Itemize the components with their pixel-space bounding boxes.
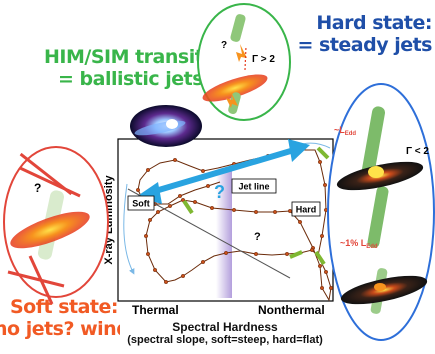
soft-guide-arrow <box>123 183 135 275</box>
track-point <box>285 251 290 256</box>
track-point <box>318 264 323 269</box>
track-point <box>329 286 334 291</box>
x-axis-label-line1: Spectral Hardness <box>172 320 278 334</box>
track-point <box>155 209 160 214</box>
track-point <box>310 247 315 252</box>
one-percent-l-edd-annotation: ~1% LEdd <box>340 238 378 250</box>
track-point <box>192 199 197 204</box>
track-point <box>223 250 228 255</box>
transition-arrow <box>151 147 295 195</box>
nonthermal-label: Nonthermal <box>258 303 325 317</box>
jet-line-box-label: Jet line <box>238 182 269 192</box>
one-pct-sub: Edd <box>366 244 378 250</box>
track-point <box>209 205 214 210</box>
jet-line-band <box>216 168 232 298</box>
l-edd-main: ~L <box>334 125 345 135</box>
track-point <box>320 233 325 238</box>
track-point <box>200 260 205 265</box>
x-axis-label: Spectral Hardness (spectral slope, soft=… <box>100 320 350 346</box>
track-point <box>143 233 148 238</box>
gamma-top-label: Γ > 2 <box>252 54 275 65</box>
one-pct-main: ~1% L <box>340 238 367 248</box>
jet-line-box <box>231 178 277 194</box>
svg-text:~1% LEdd: ~1% LEdd <box>340 238 378 250</box>
track-point <box>152 268 157 273</box>
transition-arrow-head-right <box>288 139 310 162</box>
ballistic-jet-illustration: ? Γ > 2 <box>197 3 291 121</box>
track-point <box>318 159 323 164</box>
outburst-track-upper <box>137 149 327 257</box>
hard-state-illustration: Γ < 2 <box>327 83 435 341</box>
soft-box <box>127 195 155 211</box>
l-edd-annotation: ~LEdd <box>334 125 356 137</box>
top-question: ? <box>221 40 227 51</box>
soft-box-label: Soft <box>132 199 150 209</box>
transition-title-line1: HIM/SIM transition <box>44 46 235 68</box>
hard-state-title-line2: = steady jets <box>297 34 432 56</box>
track-point <box>145 251 150 256</box>
track-point <box>147 217 152 222</box>
svg-text:~LEdd: ~LEdd <box>334 125 356 137</box>
diagonal-guide <box>127 188 291 279</box>
track-point <box>323 182 328 187</box>
transition-title: HIM/SIM transition = ballistic jets <box>44 46 235 90</box>
hard-box-label: Hard <box>296 205 317 215</box>
track-point <box>163 280 168 285</box>
track-point <box>253 251 258 256</box>
soft-state-illustration: ? <box>3 146 109 305</box>
track-point <box>320 286 325 291</box>
hard-state-title-line1: Hard state: <box>316 12 432 34</box>
jet-image <box>130 105 202 147</box>
transition-title-line2: = ballistic jets <box>58 68 204 90</box>
track-point <box>135 187 140 192</box>
track-point <box>180 274 185 279</box>
track-question: ? <box>254 231 261 243</box>
track-point <box>205 183 210 188</box>
soft-state-title: Soft state: no jets? winds <box>0 296 120 340</box>
track-point <box>167 203 172 208</box>
hard-box <box>291 201 321 217</box>
track-point <box>298 219 303 224</box>
track-point <box>145 167 150 172</box>
track-point <box>253 209 258 214</box>
soft-state-title-line1: Soft state: <box>10 296 118 318</box>
track-point <box>200 168 205 173</box>
track-point <box>288 208 293 213</box>
x-axis-label-line2: (spectral slope, soft=steep, hard=flat) <box>127 334 323 346</box>
soft-state-title-line2: no jets? winds <box>0 318 120 340</box>
track-point <box>172 157 177 162</box>
track-point <box>273 209 278 214</box>
state-markers <box>182 146 330 266</box>
gamma-right-label: Γ < 2 <box>406 146 429 157</box>
soft-state-question: ? <box>34 181 41 195</box>
thermal-label: Thermal <box>132 303 179 317</box>
track-point <box>177 193 182 198</box>
l-edd-sub: Edd <box>345 131 357 137</box>
track-point <box>231 207 236 212</box>
jet-line-question: ? <box>214 182 225 202</box>
track-point <box>324 270 329 275</box>
